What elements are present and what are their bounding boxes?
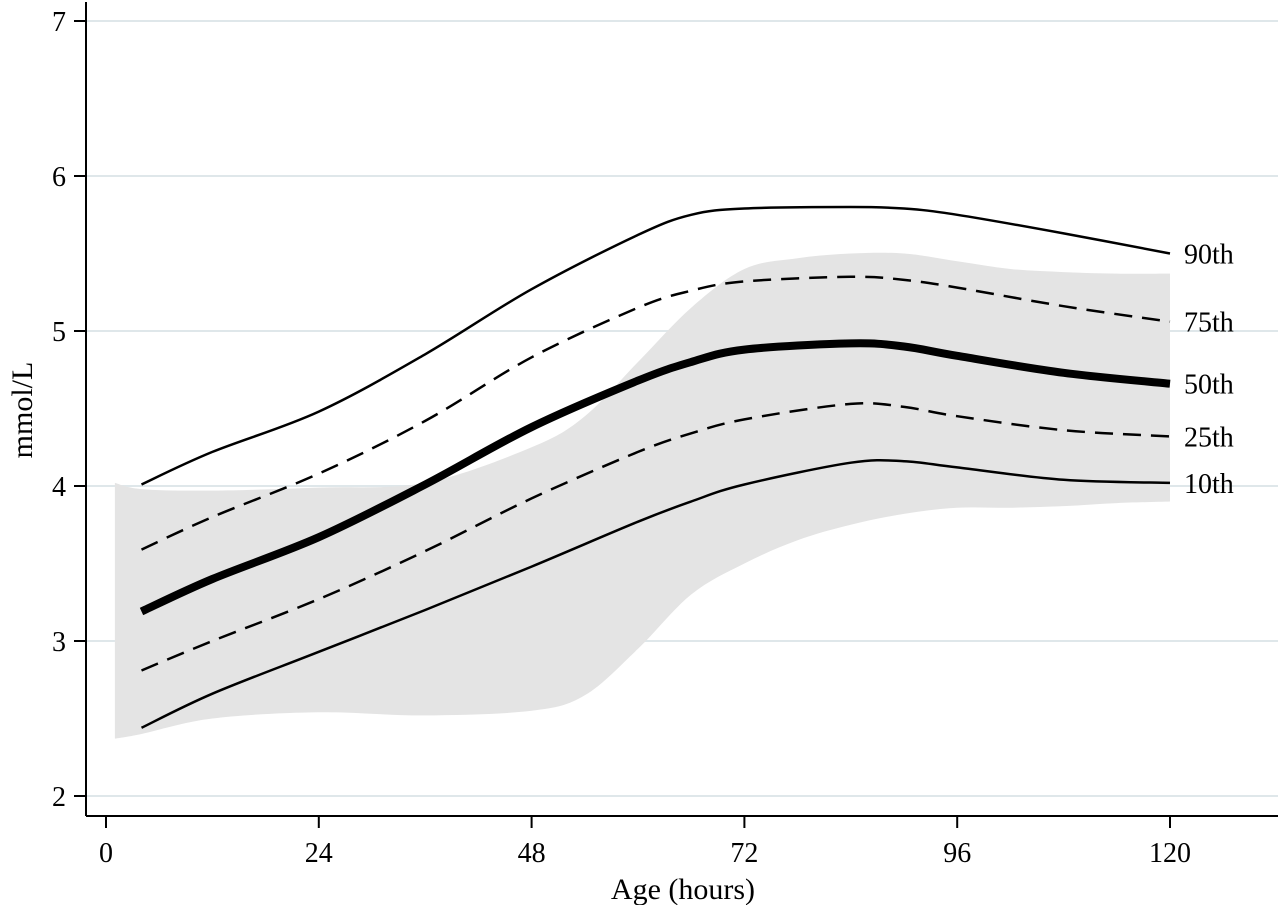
x-tick-label: 24: [305, 838, 333, 869]
reference-band: [114, 252, 1170, 739]
series-line-75th: [140, 275, 1171, 551]
series-label-25th: 25th: [1184, 422, 1234, 453]
x-tick-label: 48: [518, 838, 546, 869]
y-tick-label: 7: [52, 7, 66, 38]
series-label-10th: 10th: [1184, 469, 1234, 500]
x-tick-label: 72: [730, 838, 758, 869]
x-axis-title: Age (hours): [611, 873, 755, 905]
y-tick-label: 4: [52, 472, 66, 503]
x-tick-label: 0: [99, 838, 113, 869]
y-tick-label: 3: [52, 627, 66, 658]
series-label-90th: 90th: [1184, 240, 1234, 271]
series-line-50th: [139, 339, 1171, 616]
y-axis-title: mmol/L: [6, 362, 39, 459]
series-line-90th: [140, 205, 1171, 486]
series-lines: [139, 205, 1171, 729]
series-line-25th: [141, 401, 1171, 672]
reference-band-area: [114, 252, 1170, 739]
y-tick-label: 6: [52, 162, 66, 193]
series-labels: 90th 75th 50th 25th 10th: [1184, 240, 1234, 500]
x-tick-label: 96: [943, 838, 971, 869]
series-line-10th: [140, 458, 1171, 729]
y-tick-label: 2: [52, 782, 66, 813]
x-tick-label: 120: [1149, 838, 1191, 869]
series-label-50th: 50th: [1184, 370, 1234, 401]
series-label-75th: 75th: [1184, 308, 1234, 339]
axes: 2 3 4 5 6 7 0 24 48 72 96 120: [52, 2, 1278, 869]
y-tick-label: 5: [52, 317, 66, 348]
